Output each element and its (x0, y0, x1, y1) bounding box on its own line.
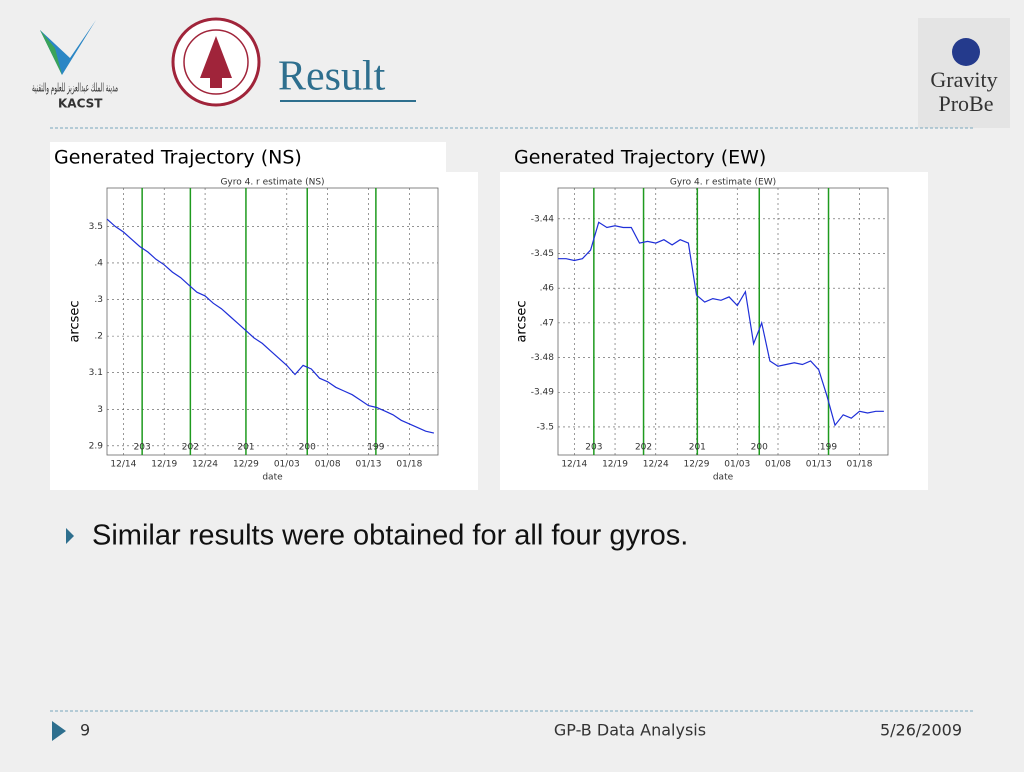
gpb-logo (918, 18, 1010, 128)
x-tick-label: 12/14 (561, 460, 587, 470)
bullet-icon (66, 528, 74, 544)
x-tick-label: 12/19 (602, 460, 628, 470)
y-tick-label: -3.49 (531, 388, 555, 398)
marker-label: 202 (635, 443, 652, 453)
slide-title: Result (278, 54, 386, 100)
y-tick-label: -3.48 (531, 353, 555, 363)
bullet-text: Similar results were obtained for all fo… (92, 520, 688, 552)
y-axis-label: arcsec (68, 300, 83, 342)
footer-icon (52, 721, 66, 741)
y-tick-label: -3.5 (536, 422, 554, 432)
chart-panel (50, 172, 478, 490)
y-tick-label: 3.1 (89, 368, 103, 378)
chart: Gyro 4. r estimate (NS) date arcsec 3.5 .4 .3… (68, 178, 439, 483)
marker-label: 203 (585, 443, 602, 453)
x-tick-label: 12/19 (151, 460, 177, 470)
x-tick-label: 12/24 (643, 460, 669, 470)
x-axis-label: date (713, 473, 734, 483)
x-tick-label: 12/29 (684, 460, 710, 470)
stanford-tree (200, 36, 232, 88)
gpb-sphere (952, 38, 980, 66)
x-tick-label: 01/13 (806, 460, 832, 470)
caption: Generated Trajectory (NS) (54, 147, 302, 169)
x-axis-label: date (262, 473, 283, 483)
x-tick-label: 01/03 (724, 460, 750, 470)
kacst-arabic: مدينة الملك عبدالعزيز للعلوم والتقنية (32, 81, 118, 96)
chart-panel (500, 172, 928, 490)
y-tick-label: 3.5 (89, 222, 103, 232)
y-tick-label: -3.45 (531, 249, 554, 259)
marker-label: 203 (134, 443, 151, 453)
x-tick-label: 01/08 (765, 460, 791, 470)
footer-date: 5/26/2009 (880, 721, 962, 740)
data-line (558, 221, 884, 427)
y-tick-label: .47 (540, 318, 554, 328)
marker-label: 201 (237, 443, 254, 453)
x-tick-label: 12/14 (110, 460, 136, 470)
plot-frame (106, 187, 439, 456)
footer-text: GP-B Data Analysis (554, 721, 706, 740)
x-tick-label: 01/08 (315, 460, 341, 470)
caption-box (50, 142, 446, 172)
chart: Gyro 4. r estimate (EW) date arcsec -3.44 -3… (515, 178, 889, 483)
marker-label: 201 (689, 443, 706, 453)
gpb-text: Gravity (930, 67, 997, 92)
marker-label: 202 (182, 443, 199, 453)
y-tick-label: -3.44 (531, 214, 555, 224)
x-tick-label: 01/13 (356, 460, 382, 470)
y-tick-label: .3 (94, 295, 103, 305)
x-tick-label: 01/03 (274, 460, 300, 470)
y-axis-label: arcsec (515, 300, 530, 342)
chart-title: Gyro 4. r estimate (NS) (220, 178, 324, 188)
x-tick-label: 12/24 (192, 460, 218, 470)
y-tick-label: 3 (97, 405, 103, 415)
stanford-seal-ring (183, 29, 249, 95)
kacst-text: KACST (58, 97, 103, 111)
marker-label: 200 (299, 443, 316, 453)
marker-label: 200 (751, 443, 768, 453)
caption: Generated Trajectory (EW) (514, 147, 766, 169)
x-tick-label: 01/18 (847, 460, 873, 470)
y-tick-label: .2 (94, 332, 103, 342)
marker-label: 199 (820, 443, 837, 453)
chart-title: Gyro 4. r estimate (EW) (670, 178, 776, 188)
kacst-logo-part (40, 30, 62, 75)
marker-label: 199 (367, 443, 384, 453)
plot-frame (557, 187, 889, 456)
gpb-text: ProBe (939, 91, 994, 116)
page-number: 9 (80, 721, 90, 740)
y-tick-label: .46 (540, 284, 555, 294)
x-tick-label: 01/18 (396, 460, 422, 470)
y-tick-label: 2.9 (89, 441, 104, 451)
x-tick-label: 12/29 (233, 460, 259, 470)
data-line (106, 218, 435, 434)
y-tick-label: .4 (94, 258, 103, 268)
